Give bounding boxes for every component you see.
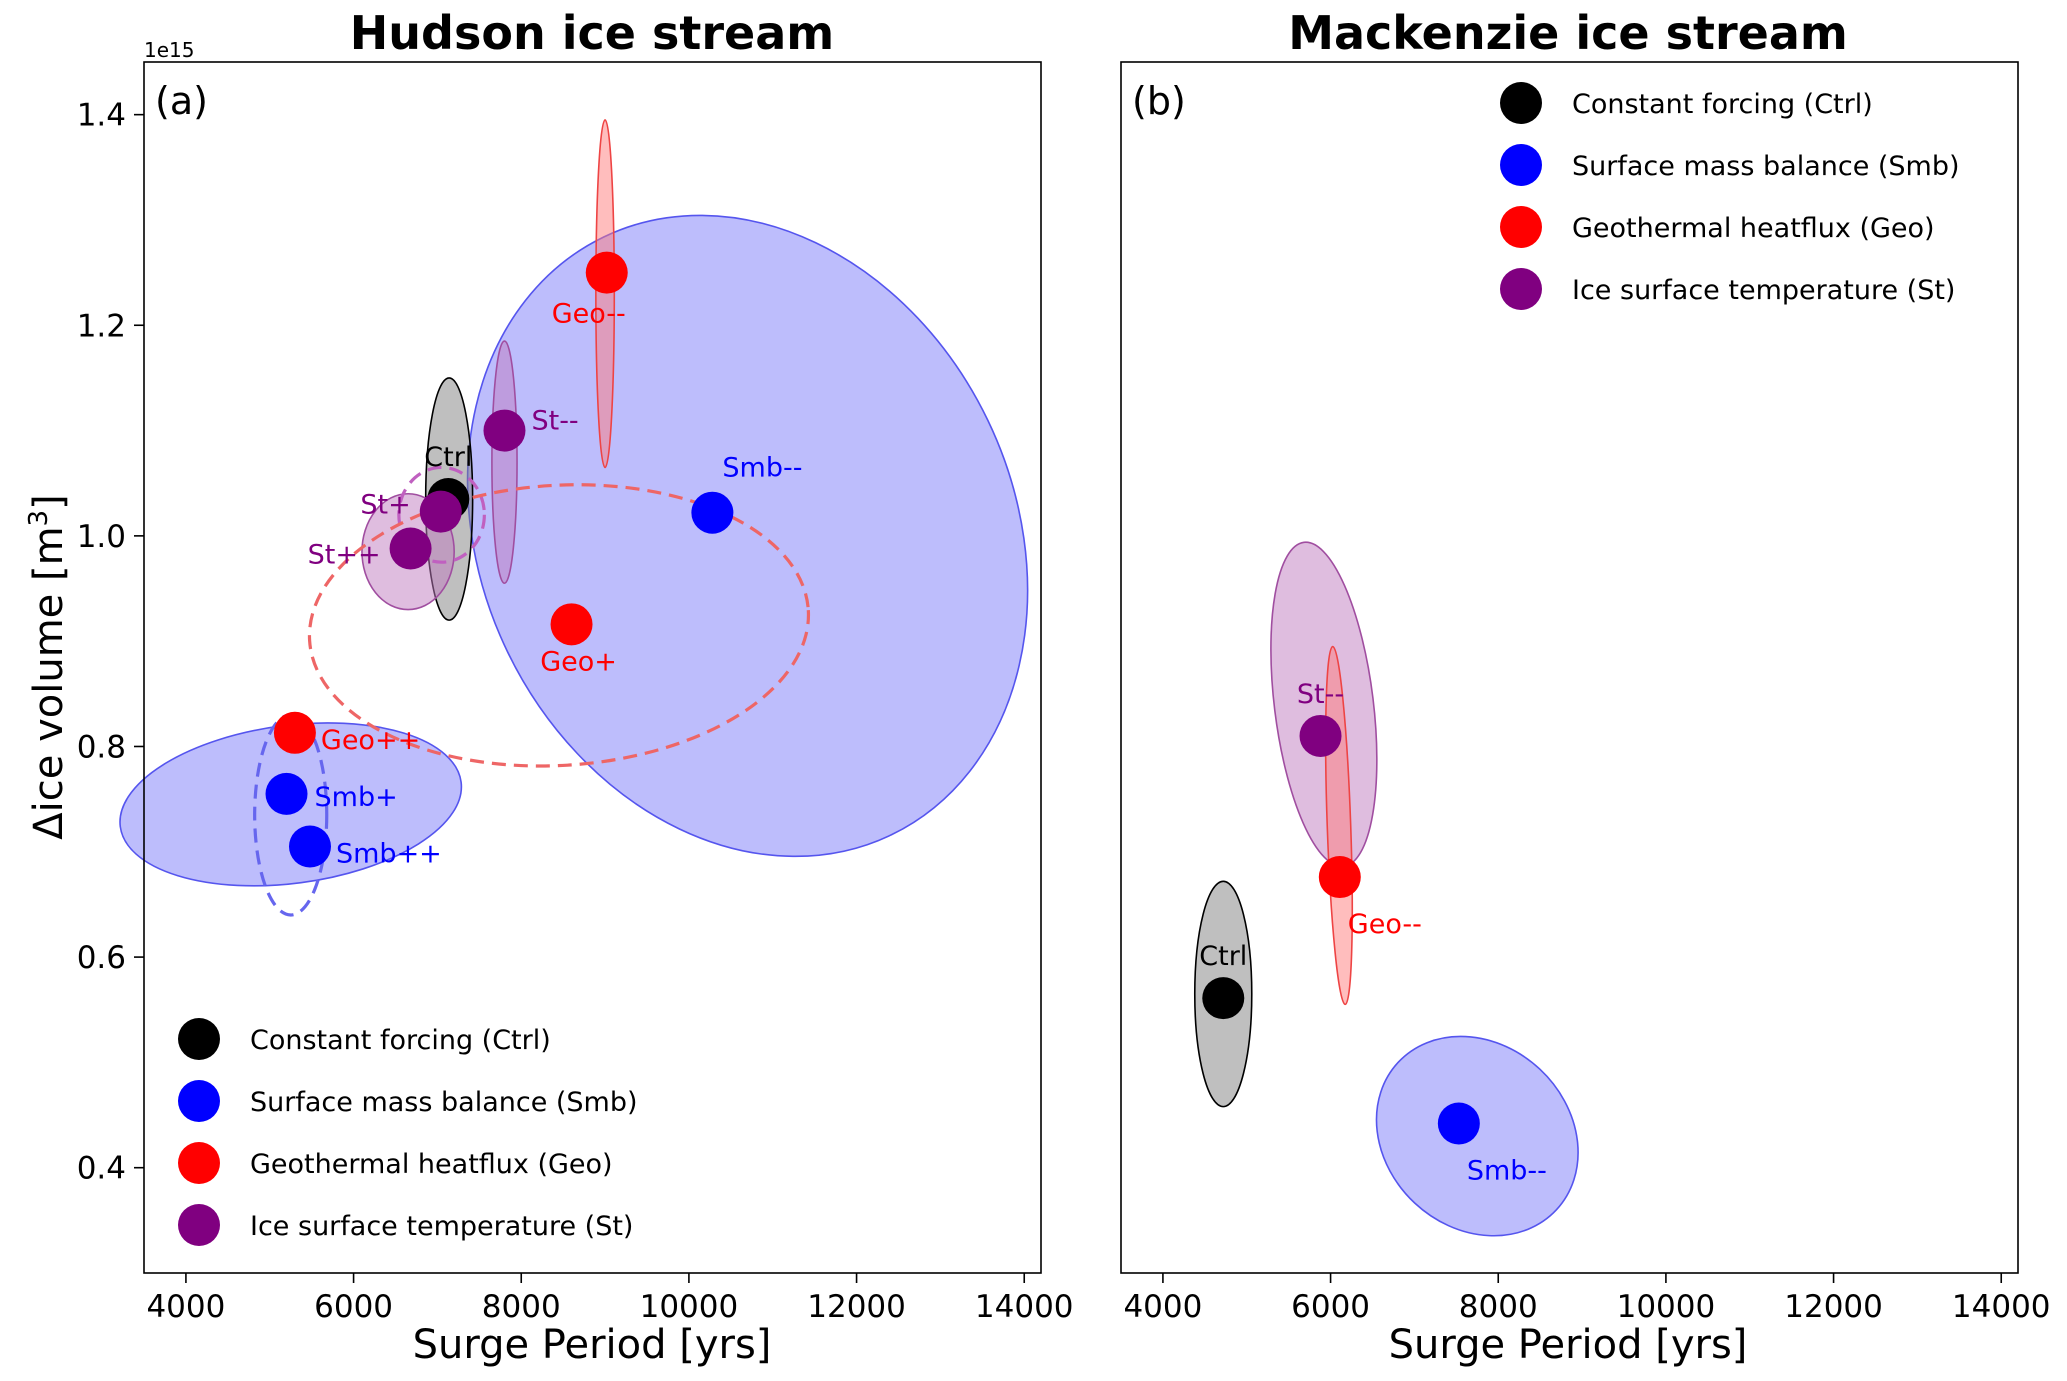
point-smbp bbox=[265, 772, 308, 815]
x-tick-label: 10000 bbox=[640, 1289, 739, 1325]
panel-a-legend: Constant forcing (Ctrl) Surface mass bala… bbox=[178, 1018, 638, 1246]
point-ctrl bbox=[1202, 977, 1245, 1020]
legend-marker bbox=[178, 1018, 220, 1060]
ellipse-st-4 bbox=[491, 340, 518, 585]
y-tick-label: 0.6 bbox=[77, 940, 126, 976]
panel-a-x-ticks: 4000 6000 8000 10000 12000 14000 bbox=[146, 1273, 1074, 1325]
point-label-stmm: St-- bbox=[531, 406, 578, 437]
point-smbmm bbox=[691, 491, 734, 534]
panel-a-axes-frame bbox=[143, 61, 1042, 1274]
y-tick-label: 1.4 bbox=[77, 98, 126, 134]
panel-b-point-labels: Ctrl Smb-- St-- Geo-- bbox=[1199, 679, 1547, 1187]
point-label-smbpp: Smb++ bbox=[336, 839, 442, 870]
panel-b-x-axis-label: Surge Period [yrs] bbox=[1389, 1322, 1748, 1368]
legend-label: Geothermal heatflux (Geo) bbox=[250, 1149, 613, 1180]
x-tick-label: 4000 bbox=[1123, 1289, 1202, 1325]
panel-b-x-ticks: 4000 6000 8000 10000 12000 14000 bbox=[1123, 1273, 2051, 1325]
point-geomm bbox=[585, 251, 628, 294]
panel-b-points bbox=[1202, 714, 1480, 1145]
point-smbmm bbox=[1437, 1102, 1480, 1145]
point-label-smbmm: Smb-- bbox=[1467, 1155, 1547, 1186]
point-stpp bbox=[389, 527, 432, 570]
legend-label: Ice surface temperature (St) bbox=[250, 1211, 633, 1242]
point-label-stp: St+ bbox=[360, 490, 410, 521]
x-tick-label: 4000 bbox=[146, 1289, 225, 1325]
point-geomm bbox=[1318, 856, 1361, 899]
legend-label: Ice surface temperature (St) bbox=[1572, 275, 1955, 306]
point-label-stmm: St-- bbox=[1297, 679, 1344, 710]
panel-b-axes-frame bbox=[1120, 61, 2019, 1274]
legend-marker bbox=[1500, 206, 1542, 248]
point-label-geopp: Geo++ bbox=[321, 725, 420, 756]
panel-mackenzie: Mackenzie ice stream CtrlSmb--St--Geo-- … bbox=[1120, 6, 2051, 1368]
panel-a-x-axis-label: Surge Period [yrs] bbox=[413, 1322, 772, 1368]
panel-a-panel-label: (a) bbox=[155, 79, 208, 123]
panel-a-points bbox=[265, 251, 734, 868]
legend-marker bbox=[178, 1080, 220, 1122]
x-tick-label: 14000 bbox=[975, 1289, 1074, 1325]
point-geopp bbox=[273, 711, 316, 754]
x-tick-label: 6000 bbox=[1291, 1289, 1370, 1325]
x-tick-label: 14000 bbox=[1952, 1289, 2051, 1325]
legend-label: Surface mass balance (Smb) bbox=[1572, 151, 1960, 182]
y-tick-label: 1.2 bbox=[77, 308, 126, 344]
legend-marker bbox=[1500, 82, 1542, 124]
y-tick-label: 0.8 bbox=[77, 729, 126, 765]
y-tick-label: 1.0 bbox=[77, 519, 126, 555]
panel-a-point-labels: Ctrl Smb-- Smb+ Smb++ Geo-- Geo+ Geo++ St-- St+ S… bbox=[308, 299, 803, 870]
panel-a-y-ticks: 0.4 0.6 0.8 1.0 1.2 1.4 bbox=[77, 98, 144, 1187]
legend-label: Geothermal heatflux (Geo) bbox=[1572, 213, 1935, 244]
point-stmm bbox=[1299, 714, 1342, 757]
panel-hudson: Hudson ice stream 1e15 Ctrl Smb-- Smb+ Smb+… bbox=[24, 6, 1074, 1368]
panel-a-offset-text: 1e15 bbox=[144, 38, 194, 62]
x-tick-label: 12000 bbox=[807, 1289, 906, 1325]
legend-label: Surface mass balance (Smb) bbox=[250, 1087, 638, 1118]
point-label-smbmm: Smb-- bbox=[722, 453, 802, 484]
point-label-geomm: Geo-- bbox=[552, 299, 626, 330]
ellipse-st-6 bbox=[397, 465, 486, 564]
legend-marker bbox=[178, 1142, 220, 1184]
legend-marker bbox=[1500, 144, 1542, 186]
legend-marker bbox=[1500, 268, 1542, 310]
point-label-stpp: St++ bbox=[308, 540, 381, 571]
point-label-geomm: Geo-- bbox=[1348, 909, 1422, 940]
panel-a-title: Hudson ice stream bbox=[350, 6, 834, 60]
panel-a-y-axis-label: Δice volume [m3] bbox=[24, 494, 72, 839]
x-tick-label: 8000 bbox=[482, 1289, 561, 1325]
point-stp bbox=[419, 490, 462, 533]
ellipse-geo-7 bbox=[307, 483, 811, 768]
x-tick-label: 10000 bbox=[1617, 1289, 1716, 1325]
point-geop bbox=[550, 603, 593, 646]
panel-b-panel-label: (b) bbox=[1132, 79, 1186, 123]
point-smbpp bbox=[288, 825, 331, 868]
x-tick-label: 8000 bbox=[1459, 1289, 1538, 1325]
point-label-ctrl: Ctrl bbox=[424, 442, 472, 473]
legend-label: Constant forcing (Ctrl) bbox=[250, 1025, 551, 1056]
point-label-smbp: Smb+ bbox=[315, 782, 398, 813]
point-stmm bbox=[483, 409, 526, 452]
point-label-ctrl: Ctrl bbox=[1199, 941, 1247, 972]
point-label-geop: Geo+ bbox=[540, 646, 617, 677]
x-tick-label: 6000 bbox=[314, 1289, 393, 1325]
panel-b-title: Mackenzie ice stream bbox=[1288, 6, 1848, 60]
panel-b-legend: Constant forcing (Ctrl) Surface mass bala… bbox=[1500, 82, 1960, 310]
legend-label: Constant forcing (Ctrl) bbox=[1572, 89, 1873, 120]
ellipse-geo-2 bbox=[595, 119, 616, 469]
ellipse-smb-1 bbox=[1375, 1035, 1579, 1237]
panel-a-ellipses bbox=[119, 119, 1029, 917]
legend-marker bbox=[178, 1204, 220, 1246]
x-tick-label: 12000 bbox=[1784, 1289, 1883, 1325]
y-tick-label: 0.4 bbox=[77, 1151, 126, 1187]
